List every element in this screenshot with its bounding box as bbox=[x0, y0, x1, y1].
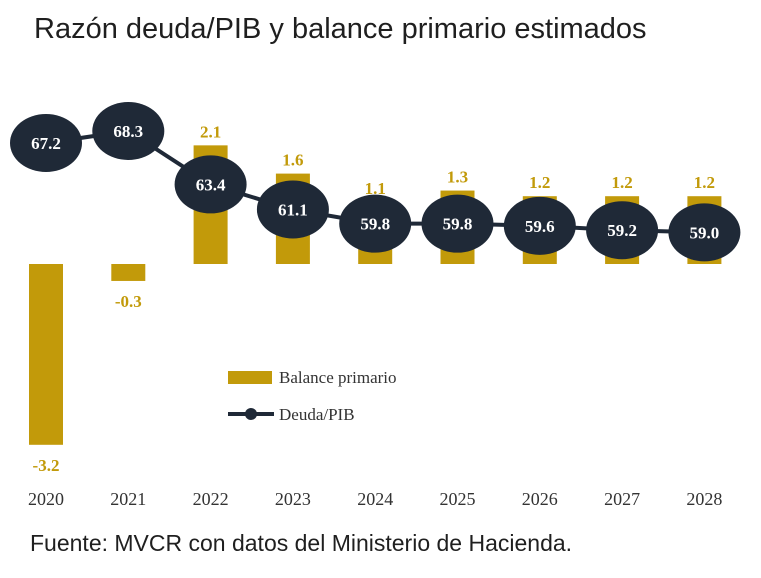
labels-layer: -3.2 -0.3 2.1 1.6 1.1 1.3 1.2 1.2 1.2 bbox=[33, 122, 715, 474]
bar-balance-2020 bbox=[29, 264, 63, 445]
debt-marker-2022 bbox=[174, 155, 247, 214]
x-tick-label-2021: 2021 bbox=[110, 489, 146, 509]
bar-label-2028: 1.2 bbox=[694, 173, 715, 192]
debt-label-2021: 68.3 bbox=[113, 122, 143, 141]
debt-markers-layer: 67.2 68.3 63.4 61.1 59.8 59.8 59.6 59.2 59.0 bbox=[10, 102, 741, 262]
x-axis: 2020 2021 2022 2023 2024 2025 2026 2027 2028 bbox=[28, 489, 722, 509]
bar-label-2027: 1.2 bbox=[611, 173, 632, 192]
debt-marker-2027 bbox=[586, 201, 659, 260]
debt-label-2026: 59.6 bbox=[525, 217, 555, 236]
bar-label-2022: 2.1 bbox=[200, 122, 221, 141]
debt-label-2027: 59.2 bbox=[607, 221, 637, 240]
bar-label-2024: 1.1 bbox=[365, 179, 386, 198]
legend-label-balance: Balance primario bbox=[279, 368, 397, 387]
bar-label-2020: -3.2 bbox=[33, 456, 60, 475]
debt-marker-2023 bbox=[256, 180, 329, 239]
x-tick-label-2022: 2022 bbox=[193, 489, 229, 509]
debt-marker-2028 bbox=[668, 203, 741, 262]
legend-marker-debt bbox=[245, 408, 257, 420]
chart-title: Razón deuda/PIB y balance primario estim… bbox=[34, 13, 647, 45]
debt-label-2024: 59.8 bbox=[360, 215, 390, 234]
debt-marker-2024 bbox=[339, 194, 412, 253]
debt-marker-2026 bbox=[503, 196, 576, 255]
x-tick-label-2025: 2025 bbox=[440, 489, 476, 509]
legend-label-debt: Deuda/PIB bbox=[279, 405, 355, 424]
bar-label-2026: 1.2 bbox=[529, 173, 550, 192]
legend-swatch-balance bbox=[228, 371, 272, 384]
legend: Balance primario Deuda/PIB bbox=[228, 368, 397, 424]
debt-marker-2025 bbox=[421, 194, 494, 253]
x-tick-label-2028: 2028 bbox=[686, 489, 722, 509]
bar-label-2023: 1.6 bbox=[282, 151, 303, 170]
x-tick-label-2024: 2024 bbox=[357, 489, 393, 509]
debt-label-2023: 61.1 bbox=[278, 200, 308, 219]
debt-marker-2020 bbox=[10, 113, 82, 172]
bar-label-2021: -0.3 bbox=[115, 292, 142, 311]
bar-label-2025: 1.3 bbox=[447, 168, 468, 187]
x-tick-label-2020: 2020 bbox=[28, 489, 64, 509]
debt-label-2025: 59.8 bbox=[443, 215, 473, 234]
source-note: Fuente: MVCR con datos del Ministerio de… bbox=[30, 530, 573, 556]
debt-label-2020: 67.2 bbox=[31, 134, 61, 153]
x-tick-label-2027: 2027 bbox=[604, 489, 640, 509]
bar-balance-2021 bbox=[111, 264, 146, 281]
debt-label-2028: 59.0 bbox=[690, 223, 720, 242]
x-tick-label-2026: 2026 bbox=[522, 489, 558, 509]
x-tick-label-2023: 2023 bbox=[275, 489, 311, 509]
debt-label-2022: 63.4 bbox=[196, 175, 226, 194]
debt-marker-2021 bbox=[92, 102, 165, 160]
